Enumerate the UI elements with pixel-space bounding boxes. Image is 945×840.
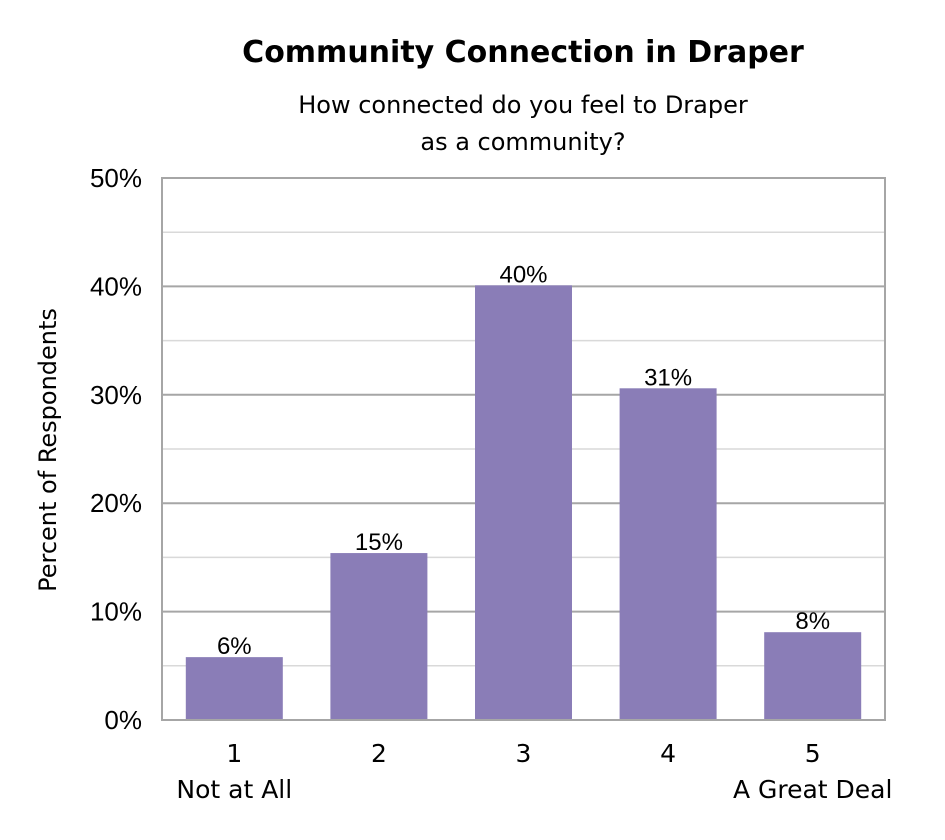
data-label-4: 31% (644, 364, 692, 391)
x-tick-label-2: 2 (371, 739, 387, 768)
y-tick-label: 0% (104, 705, 142, 735)
data-label-3: 40% (499, 261, 547, 288)
y-tick-label: 40% (90, 271, 142, 301)
data-labels: 6% 15% 40% 31% 8% (217, 261, 830, 660)
bars-layer (185, 285, 862, 720)
bar-5 (764, 632, 862, 720)
chart-subtitle-line-2: as a community? (420, 128, 625, 156)
x-tick-labels: 1 Not at All 2 3 4 5 A Great Deal (176, 739, 892, 804)
chart-title: Community Connection in Draper (242, 35, 804, 70)
y-tick-label: 50% (90, 163, 142, 193)
bar-4 (619, 388, 717, 720)
x-tick-sublabel-1: Not at All (176, 775, 292, 804)
x-tick-label-4: 4 (660, 739, 676, 768)
x-tick-sublabel-5: A Great Deal (733, 775, 893, 804)
plot-area-border (161, 177, 886, 721)
chart-subtitle-line-1: How connected do you feel to Draper (298, 91, 748, 119)
data-label-5: 8% (795, 608, 830, 635)
y-tick-label: 10% (90, 597, 142, 627)
bar-2 (330, 553, 428, 720)
y-tick-labels: 0% 10% 20% 30% 40% 50% (90, 163, 142, 735)
bar-1 (185, 657, 283, 720)
data-label-1: 6% (217, 633, 252, 660)
x-tick-label-1: 1 (226, 739, 242, 768)
y-axis-label: Percent of Respondents (34, 308, 62, 592)
x-tick-label-3: 3 (516, 739, 532, 768)
x-tick-label-5: 5 (805, 739, 821, 768)
y-tick-label: 20% (90, 488, 142, 518)
bar-3 (475, 285, 572, 720)
y-tick-label: 30% (90, 380, 142, 410)
data-label-2: 15% (355, 529, 403, 556)
plot-frame (161, 177, 886, 721)
